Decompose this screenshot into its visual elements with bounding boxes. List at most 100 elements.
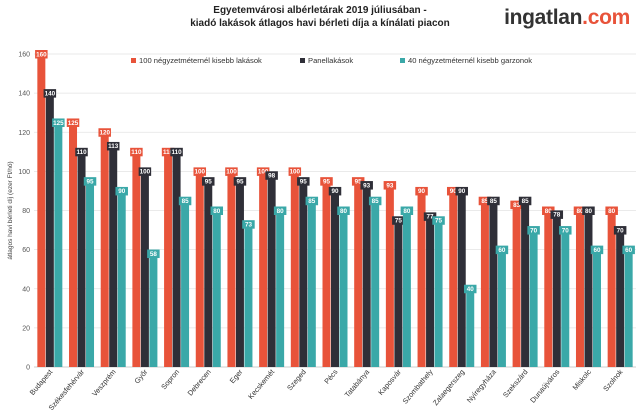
bar <box>371 200 380 367</box>
bar <box>616 230 625 367</box>
data-label-box <box>233 177 247 186</box>
bar <box>37 54 46 367</box>
bar <box>552 214 561 367</box>
data-label-box <box>130 147 143 157</box>
data-label-box <box>147 249 160 259</box>
bar <box>331 190 339 367</box>
data-label: 80 <box>213 208 221 215</box>
data-label: 80 <box>608 208 616 215</box>
data-label: 75 <box>435 218 443 225</box>
y-tick-label: 160 <box>18 52 30 59</box>
data-label-box <box>115 186 128 196</box>
brand-domain: .com <box>582 6 630 29</box>
data-label-box <box>573 206 587 215</box>
bar <box>204 181 213 367</box>
data-label: 80 <box>545 208 553 215</box>
x-tick-label: Veszprém <box>90 368 118 399</box>
data-label: 78 <box>553 212 561 219</box>
brand-logo: ingatlan.com <box>504 6 630 30</box>
bar <box>607 210 616 367</box>
y-tick-label: 140 <box>18 91 30 98</box>
data-label: 85 <box>481 198 489 205</box>
x-tick-label: Miskolc <box>570 367 593 392</box>
data-label: 85 <box>490 198 498 205</box>
data-label: 83 <box>513 202 521 209</box>
bar <box>466 288 475 367</box>
data-label: 90 <box>458 188 466 195</box>
data-label: 60 <box>498 247 506 254</box>
brand-name: ingatlan <box>504 6 583 29</box>
data-label-box <box>487 196 500 206</box>
bar <box>624 249 633 367</box>
data-label-box <box>320 177 333 186</box>
x-tick-label: Szeged <box>285 368 308 393</box>
data-label-box <box>383 181 397 190</box>
data-label-box <box>582 206 595 215</box>
bar <box>195 171 204 367</box>
chart-title: Egyetemvárosi albérletárak 2019 júliusáb… <box>170 4 470 30</box>
data-label: 58 <box>150 251 158 258</box>
data-label-box <box>256 167 270 176</box>
x-tick-label: Kaposvár <box>376 367 403 397</box>
data-label-box <box>455 186 468 196</box>
bar <box>244 224 253 367</box>
bar <box>489 200 498 367</box>
data-label-box <box>178 196 192 206</box>
legend-swatch <box>400 58 405 63</box>
bar <box>77 151 86 367</box>
data-label: 125 <box>53 120 64 127</box>
data-label: 80 <box>585 208 593 215</box>
data-label: 95 <box>300 178 308 185</box>
legend-label: Panellakások <box>308 56 353 65</box>
data-label-box <box>161 147 175 157</box>
x-tick-label: Kecskemét <box>246 368 276 401</box>
bar <box>322 181 331 367</box>
data-label-box <box>351 177 365 186</box>
y-tick-label: 20 <box>22 325 30 332</box>
data-label-box <box>400 206 414 215</box>
data-label: 70 <box>530 227 538 234</box>
bar <box>575 210 584 367</box>
data-label: 95 <box>236 178 244 185</box>
bar <box>426 216 435 367</box>
data-label-box <box>605 206 618 215</box>
bar <box>521 200 530 367</box>
bar <box>354 181 363 367</box>
x-tick-label: Szekszárd <box>501 368 530 400</box>
data-label-box <box>265 171 278 180</box>
bar <box>449 190 458 367</box>
data-label-box <box>423 212 437 221</box>
y-axis-label: átlagos havi bérleti díj (ezer Ft/hó) <box>7 161 14 259</box>
data-label: 93 <box>386 182 394 189</box>
bar <box>529 230 538 367</box>
data-label-box <box>138 167 152 176</box>
y-tick-label: 100 <box>18 169 30 176</box>
data-label: 100 <box>258 169 269 176</box>
data-label: 100 <box>290 169 301 176</box>
data-label: 95 <box>323 178 331 185</box>
legend-swatch <box>300 58 305 63</box>
bar <box>584 210 593 367</box>
x-tick-label: Szolnok <box>601 367 625 393</box>
x-tick-label: Budapest <box>28 368 55 397</box>
x-tick-label: Nyíregyháza <box>465 367 499 405</box>
bar <box>385 185 394 367</box>
bar <box>480 200 489 367</box>
bar <box>267 175 276 367</box>
bar <box>299 181 308 367</box>
data-label: 40 <box>467 286 475 293</box>
data-label-box <box>559 226 572 235</box>
bar <box>117 190 126 367</box>
data-label-box <box>193 167 207 176</box>
data-label: 125 <box>68 120 79 127</box>
bar <box>512 204 521 367</box>
bar <box>544 210 553 367</box>
x-tick-label: Eger <box>228 367 245 385</box>
bar <box>457 190 466 367</box>
data-label-box <box>622 245 635 255</box>
data-label-box <box>305 196 319 206</box>
data-label-box <box>242 220 255 229</box>
data-label-box <box>328 186 342 196</box>
x-tick-label: Győr <box>132 367 149 385</box>
data-label-box <box>75 147 88 157</box>
